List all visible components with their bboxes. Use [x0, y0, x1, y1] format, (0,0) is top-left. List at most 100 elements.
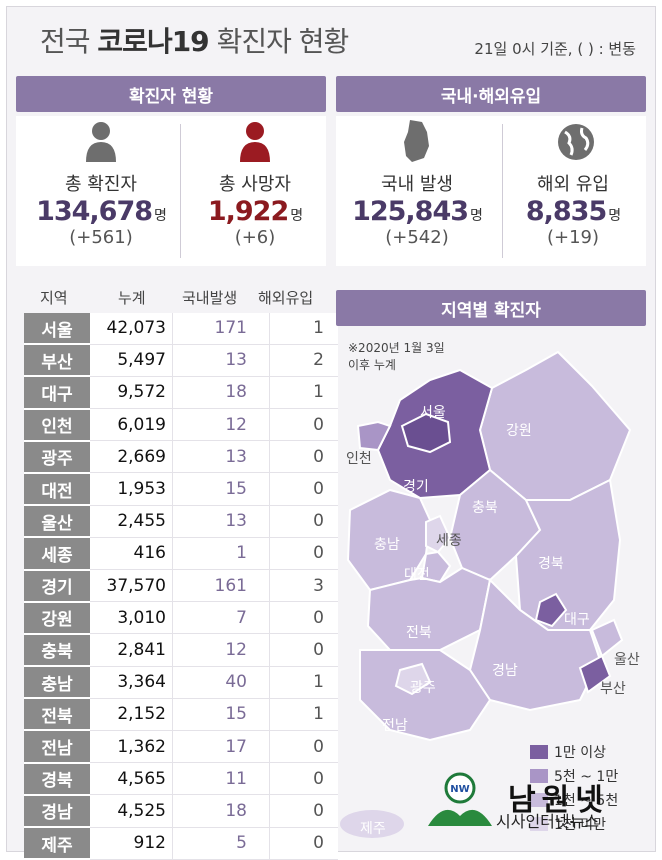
- domestic-count: 17: [172, 730, 270, 764]
- region-name: 부산: [24, 344, 90, 378]
- cumulative-count: 2,669: [90, 440, 173, 474]
- label-jeonbuk: 전북: [406, 625, 432, 641]
- region-daejeon: [420, 550, 452, 584]
- overseas-count: 0: [269, 537, 338, 571]
- person-icon: [86, 122, 116, 162]
- brand-logo-icon: NW: [428, 772, 492, 826]
- overseas-count: 0: [269, 601, 338, 635]
- table-row: 전북 2,152 15 1: [24, 698, 338, 732]
- region-name: 충북: [24, 633, 90, 668]
- region-name: 대구: [24, 376, 90, 410]
- cumulative-count: 6,019: [90, 408, 173, 442]
- brand-name: 남원넷: [508, 783, 609, 818]
- map-note: ※2020년 1월 3일 이후 누계: [348, 341, 445, 372]
- domestic-count: 171: [172, 313, 270, 345]
- table-row: 부산 5,497 13 2: [24, 344, 338, 378]
- domestic-count: 15: [172, 698, 270, 731]
- domestic-count: 15: [172, 472, 270, 506]
- col-overseas: 해외유입: [258, 289, 314, 307]
- region-busan: [578, 654, 612, 694]
- domestic-count: 12: [172, 633, 270, 667]
- label-gyeongbuk: 경북: [538, 556, 564, 572]
- label-incheon: 인천: [346, 451, 372, 467]
- legend-mid: 5천 ~ 1만: [530, 766, 618, 786]
- label-daejeon: 대전: [404, 567, 430, 583]
- region-sejong: [425, 514, 452, 554]
- cumulative-count: 5,497: [90, 344, 173, 377]
- region-name: 전남: [24, 730, 90, 764]
- stat-total: 총 확진자 134,678 명 (+561): [36, 174, 167, 248]
- brand-subtitle: 시사인터넷뉴스: [496, 812, 600, 831]
- overseas-count: 0: [269, 408, 338, 442]
- label-ulsan: 울산: [614, 652, 640, 668]
- domestic-count: 12: [172, 408, 270, 442]
- stat-overseas: 해외 유입 8,835 명 (+19): [525, 174, 621, 248]
- domestic-count: 18: [172, 794, 270, 828]
- cumulative-count: 4,565: [90, 762, 173, 796]
- region-jeonnam: [359, 649, 492, 742]
- table-row: 대전 1,953 15 0: [24, 472, 338, 507]
- overseas-count: 0: [269, 472, 338, 506]
- domestic-count: 7: [172, 601, 270, 635]
- overseas-count: 0: [269, 762, 338, 796]
- legend-high: 1만 이상: [530, 742, 606, 762]
- cumulative-count: 2,455: [90, 505, 173, 538]
- region-daegu: [534, 592, 568, 628]
- confirmed-header: 확진자 현황: [16, 76, 326, 112]
- korea-map: [340, 350, 632, 838]
- region-name: 대전: [24, 472, 90, 507]
- col-total: 누계: [118, 289, 146, 307]
- label-gwangju: 광주: [410, 680, 436, 696]
- label-busan: 부산: [600, 681, 626, 697]
- region-table: 서울 42,073 171 1 부산 5,497 13 2 대구 9,572 18 1 인천 6,019 1…: [24, 313, 338, 860]
- region-name: 경북: [24, 762, 90, 796]
- region-ulsan: [590, 618, 624, 658]
- label-jeonnam: 전남: [382, 718, 408, 734]
- overseas-count: 1: [269, 313, 338, 345]
- cumulative-count: 37,570: [90, 569, 173, 603]
- region-name: 제주: [24, 827, 90, 860]
- korea-map-icon: [404, 120, 429, 162]
- table-row: 세종 416 1 0: [24, 537, 338, 571]
- table-row: 충북 2,841 12 0: [24, 633, 338, 668]
- cumulative-count: 9,572: [90, 376, 173, 410]
- overseas-count: 0: [269, 794, 338, 828]
- legend-low: 1천 ~ 5천: [530, 790, 618, 810]
- label-sejong: 세종: [436, 533, 462, 549]
- stat-deaths: 총 사망자 1,922 명 (+6): [207, 174, 303, 248]
- confirmed-panel: [16, 116, 326, 266]
- cumulative-count: 2,841: [90, 633, 173, 667]
- overseas-count: 0: [269, 730, 338, 764]
- overseas-count: 1: [269, 666, 338, 699]
- page-title: 전국 코로나19 확진자 현황: [40, 25, 349, 58]
- region-name: 세종: [24, 537, 90, 571]
- overseas-count: 1: [269, 376, 338, 410]
- domestic-count: 13: [172, 440, 270, 474]
- domestic-count: 13: [172, 505, 270, 538]
- domestic-count: 161: [172, 569, 270, 603]
- label-daegu: 대구: [564, 612, 590, 628]
- table-row: 대구 9,572 18 1: [24, 376, 338, 410]
- table-row: 경북 4,565 11 0: [24, 762, 338, 796]
- col-domestic: 국내발생: [182, 289, 238, 307]
- base-time-note: 21일 0시 기준, ( ) : 변동: [474, 40, 636, 58]
- col-region: 지역: [40, 289, 68, 307]
- domestic-count: 18: [172, 376, 270, 410]
- region-gyeongbuk: [514, 478, 622, 631]
- table-row: 제주 912 5 0: [24, 827, 338, 860]
- table-row: 울산 2,455 13 0: [24, 505, 338, 539]
- cumulative-count: 42,073: [90, 313, 173, 345]
- legend-lowest: 1천 미만: [530, 814, 606, 834]
- overseas-count: 0: [269, 827, 338, 860]
- overseas-count: 2: [269, 344, 338, 377]
- table-row: 충남 3,364 40 1: [24, 666, 338, 700]
- cumulative-count: 2,152: [90, 698, 173, 731]
- label-chungnam: 충남: [374, 537, 400, 553]
- region-name: 광주: [24, 440, 90, 474]
- region-jeju: [340, 810, 404, 838]
- overseas-count: 1: [269, 698, 338, 731]
- label-gangwon: 강원: [506, 423, 532, 439]
- region-name: 경남: [24, 794, 90, 829]
- region-name: 강원: [24, 601, 90, 635]
- table-row: 전남 1,362 17 0: [24, 730, 338, 764]
